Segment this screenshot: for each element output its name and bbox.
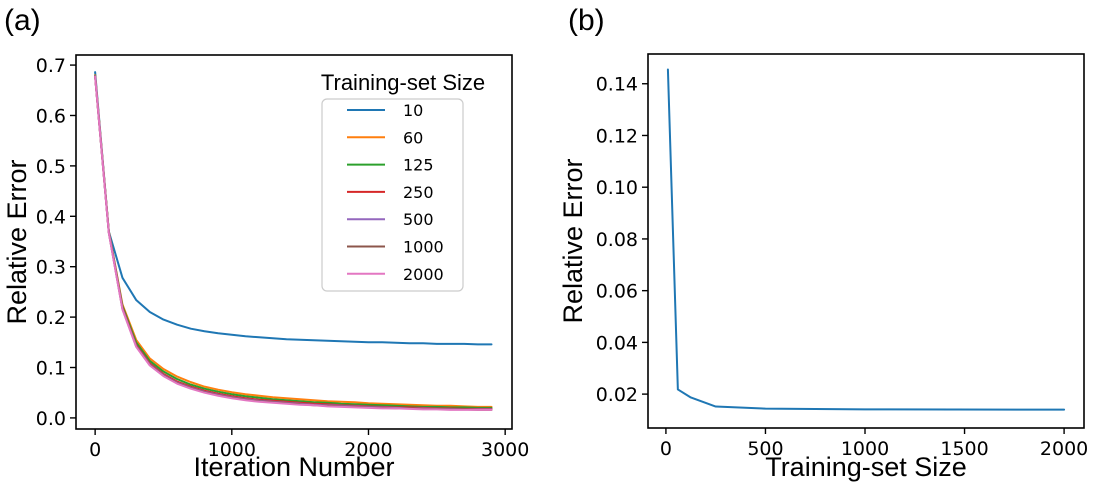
series-line-relative-error bbox=[666, 68, 1066, 411]
y-tick-label: 0.08 bbox=[596, 229, 638, 251]
panel-a: (a) 0 1000 2000 3000 0.0 0.1 0.2 0.3 0.4 0.5 0.6 0.7… bbox=[2, 4, 529, 482]
x-tick-label: 1000 bbox=[841, 438, 889, 460]
axes-frame bbox=[647, 53, 1085, 429]
y-tick-label: 0.6 bbox=[36, 105, 66, 127]
x-tick-label: 0 bbox=[89, 439, 101, 461]
legend-title: Training-set Size bbox=[321, 70, 485, 95]
series-group bbox=[666, 68, 1066, 411]
series-group bbox=[94, 71, 493, 411]
y-tick-label: 0.5 bbox=[36, 156, 66, 178]
legend-item: 1000 bbox=[347, 238, 444, 257]
y-tick-label: 0.2 bbox=[36, 307, 66, 329]
panel-b: (b) 0 500 1000 1500 2000 0.02 0.04 0.06 0.08 0.10 0… bbox=[558, 4, 1088, 482]
x-tick-label: 500 bbox=[747, 438, 783, 460]
series-line-125 bbox=[94, 74, 493, 409]
legend-item: 500 bbox=[347, 210, 434, 229]
legend-label: 500 bbox=[403, 210, 434, 229]
legend-item: 2000 bbox=[347, 265, 444, 284]
legend-box bbox=[321, 98, 464, 292]
y-tick-label: 0.3 bbox=[36, 257, 66, 279]
x-axis-title: Iteration Number bbox=[193, 452, 394, 482]
y-tick-label: 0.1 bbox=[36, 358, 66, 380]
panel-label: (b) bbox=[568, 4, 605, 37]
x-tick-label: 2000 bbox=[1040, 438, 1088, 460]
x-axis-title: Training-set Size bbox=[765, 452, 967, 482]
x-tick-label: 0 bbox=[660, 438, 672, 460]
y-tick-label: 0.7 bbox=[36, 55, 66, 77]
series-line-60 bbox=[94, 74, 493, 408]
legend-label: 2000 bbox=[403, 265, 444, 284]
legend-item: 60 bbox=[347, 128, 423, 147]
y-axis-title: Relative Error bbox=[2, 159, 32, 324]
x-tick-label: 1500 bbox=[940, 438, 988, 460]
legend-item: 250 bbox=[347, 183, 434, 202]
x-tick-label: 3000 bbox=[481, 439, 529, 461]
series-line-10 bbox=[94, 71, 493, 346]
y-tick-label: 0.4 bbox=[36, 206, 66, 228]
series-line-2000 bbox=[94, 75, 493, 411]
y-tick-label: 0.06 bbox=[596, 281, 638, 303]
x-tick-label: 2000 bbox=[344, 439, 392, 461]
legend-label: 250 bbox=[403, 183, 434, 202]
legend-label: 1000 bbox=[403, 238, 444, 257]
panel-label: (a) bbox=[4, 4, 41, 37]
x-tick-label: 1000 bbox=[208, 439, 256, 461]
y-tick-label: 0.12 bbox=[596, 125, 638, 147]
legend-label: 125 bbox=[403, 156, 434, 175]
y-tick-label: 0.0 bbox=[36, 408, 66, 430]
legend-item: 10 bbox=[347, 101, 423, 120]
y-tick-label: 0.02 bbox=[596, 384, 638, 406]
legend: Training-set Size 10 60 125 250 500 1000 2000 bbox=[321, 70, 485, 292]
y-tick-label: 0.04 bbox=[596, 332, 638, 354]
legend-label: 10 bbox=[403, 101, 423, 120]
y-axis-title: Relative Error bbox=[558, 158, 588, 323]
legend-label: 60 bbox=[403, 128, 423, 147]
y-tick-label: 0.10 bbox=[596, 177, 638, 199]
axes-frame bbox=[75, 54, 513, 430]
legend-item: 125 bbox=[347, 156, 434, 175]
y-tick-label: 0.14 bbox=[596, 74, 638, 96]
